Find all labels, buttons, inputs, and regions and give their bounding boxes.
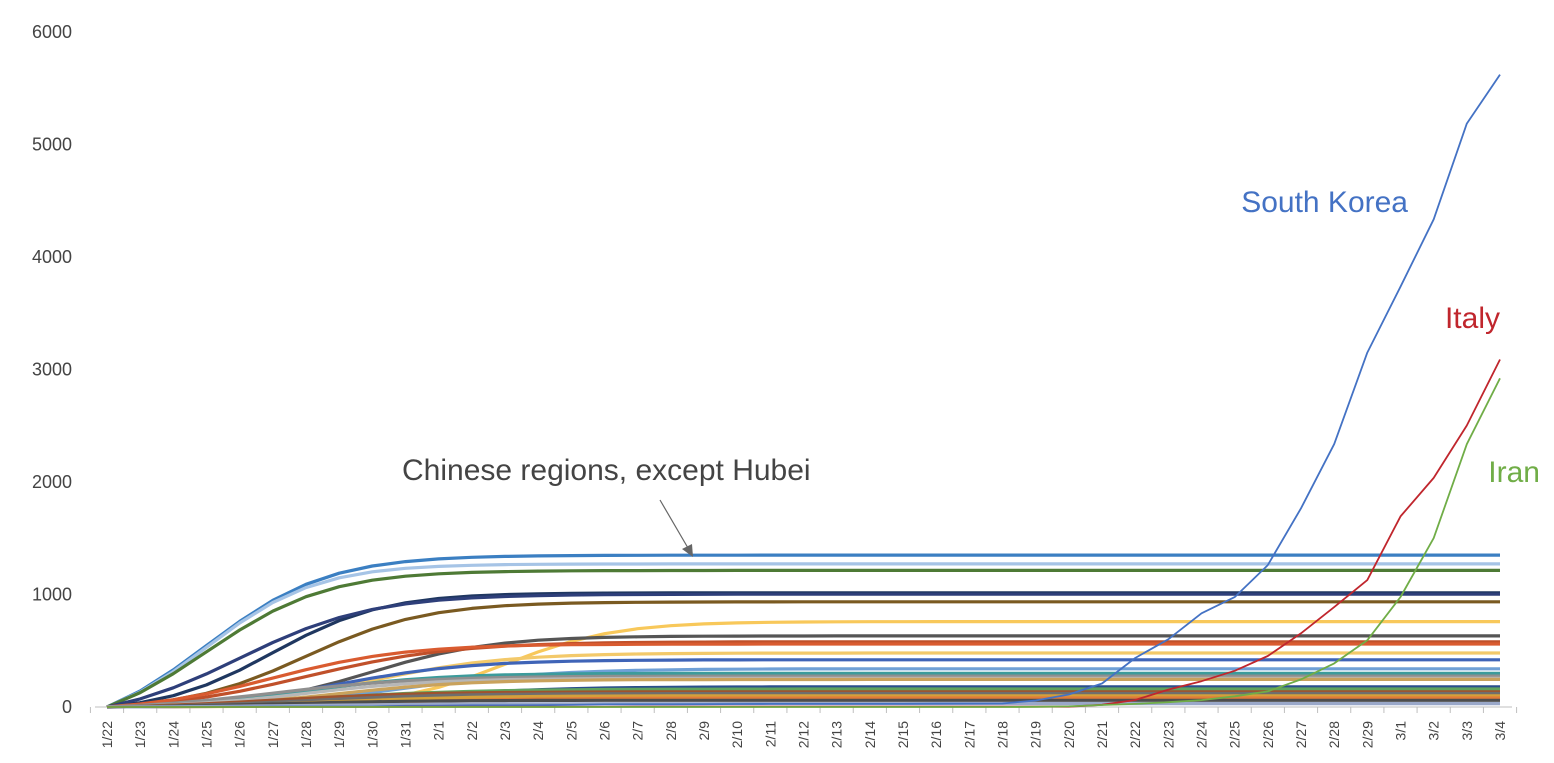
x-tick-label: 2/19 xyxy=(1028,721,1044,748)
x-tick-label: 2/16 xyxy=(928,721,944,748)
chinese-region-line xyxy=(106,634,1500,709)
series-label-south-korea: South Korea xyxy=(1241,186,1408,219)
x-axis: 1/22 1/23 1/24 1/25 1/26 1/27 1/28 1/29 1/30 1/31… xyxy=(89,706,1518,748)
x-tick-label: 2/2 xyxy=(464,721,480,741)
x-tick-label: 1/28 xyxy=(298,721,314,748)
x-tick-label: 2/22 xyxy=(1127,721,1143,748)
series-label-italy: Italy xyxy=(1445,302,1500,335)
x-tick-label: 2/15 xyxy=(895,721,911,748)
x-tick-label: 1/29 xyxy=(331,721,347,748)
y-tick-label: 1000 xyxy=(32,585,72,605)
y-axis: 0 1000 2000 3000 4000 5000 6000 xyxy=(32,22,72,717)
x-tick-label: 1/23 xyxy=(132,721,148,748)
x-tick-label: 2/17 xyxy=(961,721,977,748)
x-tick-label: 2/10 xyxy=(729,721,745,748)
x-tick-label: 1/22 xyxy=(99,721,115,748)
x-tick-label: 2/13 xyxy=(829,721,845,748)
chinese-region-line xyxy=(106,640,1500,709)
x-tick-label: 3/2 xyxy=(1426,721,1442,741)
x-tick-label: 3/3 xyxy=(1459,721,1475,741)
x-tick-label: 2/6 xyxy=(597,721,613,741)
chinese-region-line xyxy=(106,698,1500,709)
chinese-region-line xyxy=(106,592,1500,709)
x-tick-label: 1/26 xyxy=(232,721,248,748)
x-tick-label: 2/3 xyxy=(497,721,513,741)
x-tick-label: 2/25 xyxy=(1227,721,1243,748)
x-tick-label: 3/4 xyxy=(1492,721,1508,741)
x-tick-label: 2/9 xyxy=(696,721,712,741)
x-tick-label: 2/1 xyxy=(431,721,447,741)
y-tick-label: 0 xyxy=(62,697,72,717)
y-tick-label: 4000 xyxy=(32,247,72,267)
x-tick-label: 2/24 xyxy=(1194,721,1210,748)
annotations: Chinese regions, except Hubei xyxy=(402,454,811,557)
x-tick-label: 2/5 xyxy=(563,721,579,741)
x-tick-label: 2/23 xyxy=(1160,721,1176,748)
chinese-region-line xyxy=(106,568,1500,709)
x-tick-label: 1/25 xyxy=(199,721,215,748)
annotation-arrow xyxy=(659,499,689,549)
x-tick-label: 2/21 xyxy=(1094,721,1110,748)
x-tick-label: 1/30 xyxy=(364,721,380,748)
series-line-italy xyxy=(107,359,1501,708)
series-label-iran: Iran xyxy=(1488,456,1540,489)
x-tick-label: 2/7 xyxy=(630,721,646,741)
chinese-regions-series xyxy=(106,553,1500,709)
x-tick-label: 2/26 xyxy=(1260,721,1276,748)
x-tick-label: 2/14 xyxy=(862,721,878,748)
x-tick-label: 2/29 xyxy=(1359,721,1375,748)
chinese-region-line xyxy=(106,600,1500,709)
x-tick-label: 2/27 xyxy=(1293,721,1309,748)
y-tick-label: 5000 xyxy=(32,135,72,155)
y-tick-label: 3000 xyxy=(32,360,72,380)
x-tick-label: 2/12 xyxy=(796,721,812,748)
x-tick-label: 2/4 xyxy=(530,721,546,741)
highlight-series: South Korea Italy Iran xyxy=(107,74,1540,708)
x-tick-label: 3/1 xyxy=(1393,721,1409,741)
chinese-region-line xyxy=(106,677,1500,709)
x-tick-label: 2/28 xyxy=(1326,721,1342,748)
series-line-south-korea xyxy=(107,74,1501,708)
chinese-region-line xyxy=(106,658,1500,709)
y-tick-label: 2000 xyxy=(32,472,72,492)
chinese-region-line xyxy=(106,553,1500,709)
chinese-region-line xyxy=(106,691,1500,709)
chinese-region-line xyxy=(106,674,1500,709)
y-tick-label: 6000 xyxy=(32,22,72,42)
x-tick-label: 1/24 xyxy=(165,721,181,748)
x-tick-label: 2/8 xyxy=(663,721,679,741)
chinese-region-line xyxy=(106,642,1500,709)
x-tick-label: 1/27 xyxy=(265,721,281,748)
annotation-arrowhead xyxy=(682,544,693,557)
chinese-regions-annotation: Chinese regions, except Hubei xyxy=(402,454,811,487)
x-tick-label: 1/31 xyxy=(398,721,414,748)
x-tick-label: 2/11 xyxy=(762,721,778,747)
series-line-iran xyxy=(107,377,1501,708)
x-tick-label: 2/18 xyxy=(995,721,1011,748)
x-tick-label: 2/20 xyxy=(1061,721,1077,748)
